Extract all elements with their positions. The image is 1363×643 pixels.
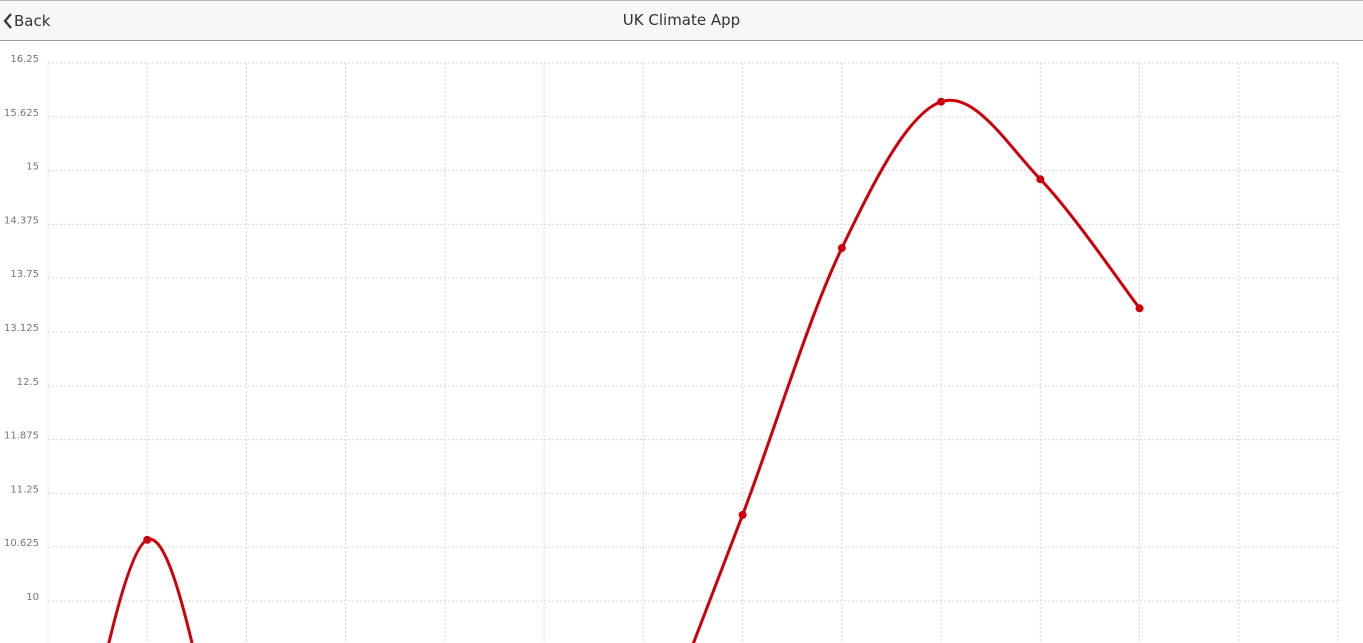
y-tick-label: 13.75 [10,269,39,280]
data-point [1135,304,1144,313]
y-tick-label: 15.625 [4,108,39,119]
back-chevron [3,13,12,29]
data-point [738,510,747,519]
back-button[interactable]: Back [2,10,50,32]
y-tick-label: 10.625 [4,538,39,549]
data-point [1036,175,1045,184]
y-tick-label: 16.25 [10,54,39,65]
data-point [837,244,846,253]
y-tick-label: 12.5 [17,377,39,388]
y-tick-label: 11.875 [4,431,39,442]
data-point [937,97,946,106]
app-title: UK Climate App [622,11,741,29]
back-label[interactable]: Back [14,12,51,30]
y-tick-label: 11.25 [10,484,39,495]
nav-bar: Back UK Climate App [0,0,1363,41]
y-tick-label: 14.375 [4,215,39,226]
data-line [107,98,1141,643]
y-tick-label: 13.125 [4,323,39,334]
chart: 10 10.625 11.25 11.875 12.5 13.125 13.75 14.375… [4,54,1339,643]
y-tick-label: 15 [26,162,39,173]
data-point [143,535,152,544]
y-tick-label: 10 [26,592,39,603]
